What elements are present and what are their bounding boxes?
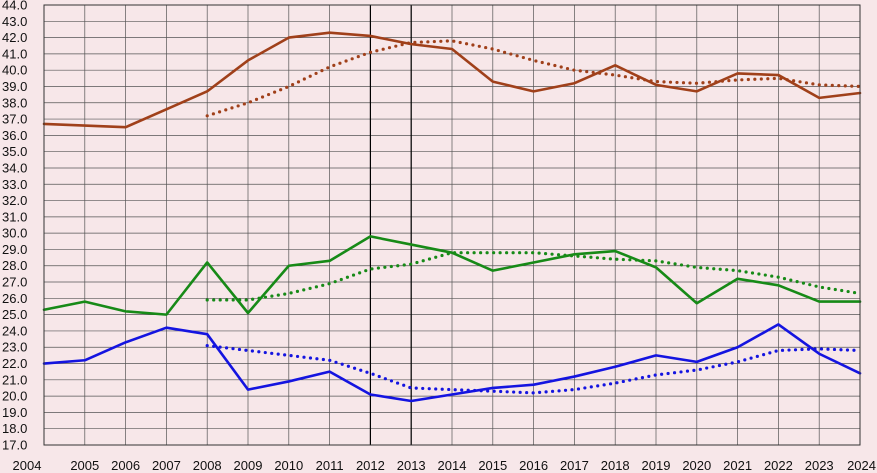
x-tick-label: 2021 xyxy=(723,458,752,473)
y-tick-label: 24.0 xyxy=(2,323,27,338)
x-tick-label: 2018 xyxy=(601,458,630,473)
x-tick-label: 2004 xyxy=(13,458,42,473)
y-tick-label: 38.0 xyxy=(2,95,27,110)
series-group xyxy=(42,31,862,403)
x-tick-label: 2024 xyxy=(847,458,876,473)
y-tick-label: 31.0 xyxy=(2,209,27,224)
x-tick-label: 2023 xyxy=(805,458,834,473)
series-line-2-dotted xyxy=(205,39,862,118)
x-tick-label: 2019 xyxy=(642,458,671,473)
y-tick-label: 19.0 xyxy=(2,405,27,420)
y-tick-label: 17.0 xyxy=(2,438,27,453)
y-tick-label: 23.0 xyxy=(2,340,27,355)
y-tick-label: 32.0 xyxy=(2,193,27,208)
y-tick-label: 20.0 xyxy=(2,389,27,404)
y-tick-label: 35.0 xyxy=(2,144,27,159)
x-tick-label: 2008 xyxy=(193,458,222,473)
x-tick-label: 2009 xyxy=(234,458,263,473)
y-tick-label: 21.0 xyxy=(2,372,27,387)
y-tick-label: 39.0 xyxy=(2,79,27,94)
y-tick-label: 22.0 xyxy=(2,356,27,371)
y-tick-label: 27.0 xyxy=(2,275,27,290)
vertical-markers xyxy=(369,5,412,445)
series-line-4-dotted xyxy=(205,251,862,302)
y-tick-label: 34.0 xyxy=(2,160,27,175)
series-line-1-solid xyxy=(42,31,862,129)
x-tick-label: 2011 xyxy=(316,458,344,473)
x-tick-label: 2015 xyxy=(478,458,507,473)
y-tick-label: 30.0 xyxy=(2,226,27,241)
y-tick-label: 44.0 xyxy=(2,0,27,13)
x-tick-label: 2016 xyxy=(519,458,548,473)
y-tick-label: 29.0 xyxy=(2,242,27,257)
y-tick-label: 40.0 xyxy=(2,63,27,78)
x-tick-label: 2007 xyxy=(152,458,181,473)
y-tick-label: 43.0 xyxy=(2,14,27,29)
series-line-3-solid xyxy=(42,235,862,316)
x-tick-label: 2013 xyxy=(397,458,426,473)
x-tick-label: 2005 xyxy=(70,458,99,473)
x-tick-label: 2010 xyxy=(274,458,303,473)
y-tick-label: 33.0 xyxy=(2,177,27,192)
x-tick-label: 2017 xyxy=(560,458,589,473)
y-tick-label: 36.0 xyxy=(2,128,27,143)
x-tick-label: 2006 xyxy=(111,458,140,473)
series-line-5-solid xyxy=(42,323,862,403)
x-tick-label: 2012 xyxy=(356,458,385,473)
x-axis-tick-labels: 2004 2005 2006 2007 2008 2009 2010 2011 2012 2013… xyxy=(13,458,876,473)
plot-frame xyxy=(43,4,861,446)
y-tick-label: 18.0 xyxy=(2,421,27,436)
x-tick-label: 2014 xyxy=(438,458,467,473)
grid xyxy=(43,4,861,446)
y-tick-label: 25.0 xyxy=(2,307,27,322)
y-tick-label: 28.0 xyxy=(2,258,27,273)
y-tick-label: 41.0 xyxy=(2,46,27,61)
x-tick-label: 2022 xyxy=(764,458,793,473)
series-line-6-dotted xyxy=(205,343,862,395)
y-axis-tick-labels: 17.0 18.019.020.0 21.022.023.0 24.025.026.0… xyxy=(2,0,27,453)
y-tick-label: 37.0 xyxy=(2,112,27,127)
y-tick-label: 26.0 xyxy=(2,291,27,306)
y-tick-label: 42.0 xyxy=(2,30,27,45)
x-tick-label: 2020 xyxy=(682,458,711,473)
